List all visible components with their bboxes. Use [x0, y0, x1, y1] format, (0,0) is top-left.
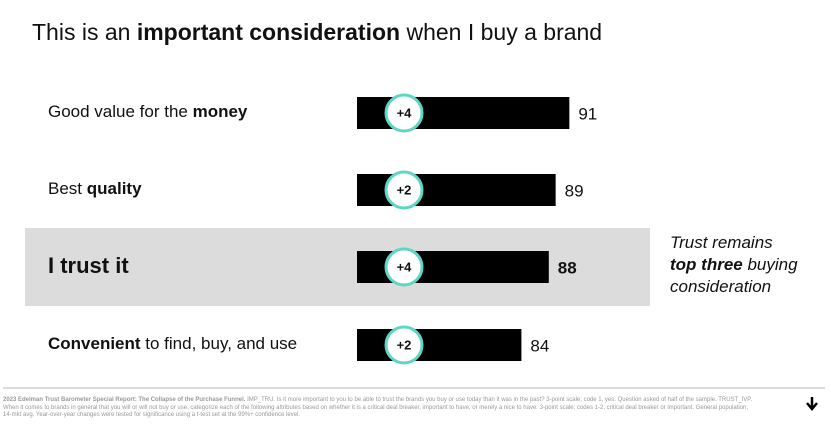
- annotation-part: Trust remains: [670, 233, 773, 252]
- category-part: I trust it: [48, 253, 129, 278]
- value-label: 91: [578, 104, 597, 123]
- category-part: to find, buy, and use: [141, 334, 298, 353]
- title-part: important consideration: [137, 19, 400, 45]
- change-label: +2: [397, 337, 412, 352]
- title-part: This is an: [32, 19, 137, 45]
- change-badge: [384, 170, 424, 210]
- annotation-part: buying: [743, 255, 798, 274]
- footnote: 2023 Edelman Trust Barometer Special Rep…: [3, 397, 753, 420]
- annotation-part: consideration: [670, 277, 771, 296]
- category-part: Good value for the: [48, 102, 193, 121]
- category-part: Convenient: [48, 334, 141, 353]
- category-label: I trust it: [48, 253, 129, 278]
- value-label: 89: [565, 181, 584, 200]
- annotation-line: top three buying: [670, 255, 798, 274]
- change-label: +4: [397, 105, 413, 120]
- footnote-part: IMP_TRU. Is it more important to you to …: [3, 397, 753, 418]
- change-badge: [384, 325, 424, 365]
- change-label: +4: [397, 259, 413, 274]
- category-label: Best quality: [48, 179, 142, 198]
- title-part: when I buy a brand: [400, 19, 602, 45]
- change-badge: [384, 247, 424, 287]
- category-part: money: [193, 102, 248, 121]
- chart-title: This is an important consideration when …: [32, 19, 602, 45]
- footnote-part: 2023 Edelman Trust Barometer Special Rep…: [3, 397, 246, 403]
- category-part: quality: [87, 179, 142, 198]
- next-arrow[interactable]: [806, 397, 818, 411]
- category-label: Convenient to find, buy, and use: [48, 334, 297, 353]
- annotation-line: Trust remains: [670, 233, 773, 252]
- value-label: 84: [530, 336, 549, 355]
- category-part: Best: [48, 179, 87, 198]
- value-label: 88: [558, 258, 577, 277]
- annotation-line: consideration: [670, 277, 771, 296]
- change-label: +2: [397, 182, 412, 197]
- category-label: Good value for the money: [48, 102, 248, 121]
- bar: [357, 329, 522, 361]
- change-badge: [384, 93, 424, 133]
- annotation-part: top three: [670, 255, 743, 274]
